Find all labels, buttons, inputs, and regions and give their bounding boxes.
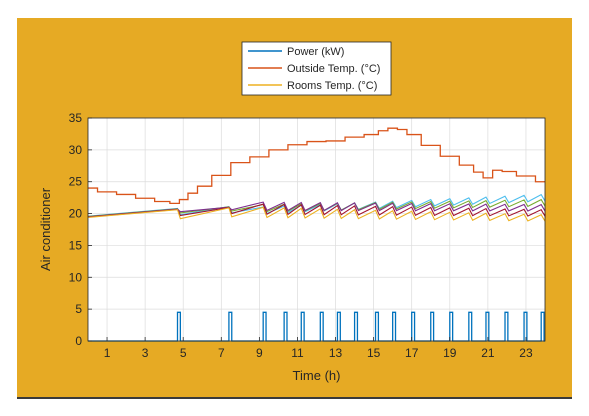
x-tick-label: 17 xyxy=(405,346,419,360)
x-tick-label: 1 xyxy=(104,346,111,360)
x-tick-label: 7 xyxy=(218,346,225,360)
plot-frame xyxy=(87,117,546,342)
x-axis-label: Time (h) xyxy=(293,368,341,383)
x-tick-label: 13 xyxy=(329,346,343,360)
x-tick-label: 19 xyxy=(443,346,457,360)
y-tick-label: 35 xyxy=(69,111,83,125)
y-tick-label: 10 xyxy=(69,270,83,284)
room-temp-line xyxy=(87,201,546,218)
x-tick-label: 11 xyxy=(291,346,304,360)
rooms-temp-series xyxy=(87,193,546,224)
x-tick-label: 9 xyxy=(256,346,263,360)
figure-bottom-rule xyxy=(17,397,572,399)
outside-temp-line xyxy=(88,127,545,205)
legend-label-power: Power (kW) xyxy=(287,46,344,58)
y-tick-label: 5 xyxy=(75,302,82,316)
legend-label-outside-temp: Outside Temp. (°C) xyxy=(287,63,380,75)
x-tick-label: 15 xyxy=(367,346,381,360)
y-tick-label: 15 xyxy=(69,238,83,252)
y-tick-label: 0 xyxy=(75,334,82,348)
room-temp-line xyxy=(87,198,546,217)
y-tick-label: 30 xyxy=(69,143,83,157)
room-temp-line xyxy=(87,203,546,219)
legend-label-rooms-temp: Rooms Temp. (°C) xyxy=(287,80,377,92)
y-axis-label: Air conditioner xyxy=(38,187,53,271)
x-tick-label: 3 xyxy=(142,346,149,360)
x-tick-label: 5 xyxy=(180,346,187,360)
chart-figure: 1 3 5 7 9 11 13 15 17 19 21 23 0 5 10 15 20 25 30 35 Time (… xyxy=(17,18,572,398)
x-tick-label: 23 xyxy=(519,346,533,360)
y-tick-label: 25 xyxy=(69,175,83,189)
room-temp-line xyxy=(87,206,546,224)
y-tick-label: 20 xyxy=(69,207,83,221)
plot-area xyxy=(88,118,545,341)
x-tick-label: 21 xyxy=(481,346,495,360)
legend: Power (kW) Outside Temp. (°C) Rooms Temp… xyxy=(241,41,392,96)
